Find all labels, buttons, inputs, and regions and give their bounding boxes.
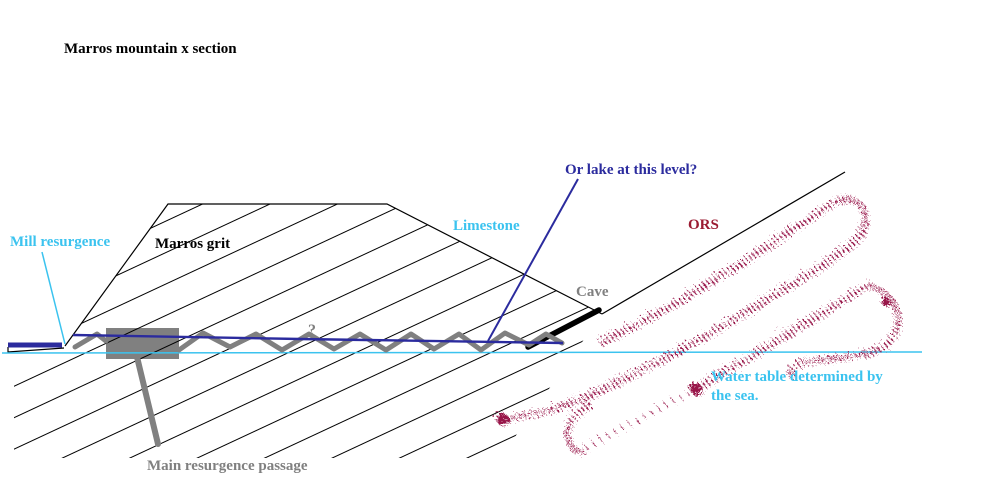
lake-question-label: Or lake at this level?: [565, 162, 698, 178]
lake-level-pointer-line: [487, 178, 579, 342]
mill-resurgence-label: Mill resurgence: [10, 234, 111, 250]
spray-strand-upper: [499, 194, 867, 421]
spray-hook-bottom: [562, 399, 590, 453]
question-mark-label: ?: [308, 322, 316, 339]
cave-label: Cave: [576, 284, 609, 300]
spray-blob-middle: [688, 381, 700, 393]
ors-hillside-line: [601, 171, 846, 315]
water-table-label: Water table determined by the sea.: [711, 368, 883, 406]
ors-label: ORS: [688, 217, 719, 233]
spray-strand-return: [785, 348, 863, 379]
water-table-line: [1, 351, 923, 354]
spray-blob-left: [494, 411, 506, 423]
mill-resurgence-pointer-line: [41, 251, 66, 345]
page-title: Marros mountain x section: [64, 41, 237, 57]
ors-fold-spray: [494, 194, 900, 453]
bedding-hatch-region: [14, 204, 602, 458]
spray-hairpin-right: [861, 279, 900, 356]
main-resurgence-label: Main resurgence passage: [147, 458, 308, 474]
water-table-label-line2: the sea.: [711, 388, 759, 404]
mountain-outline: [64, 203, 603, 347]
spray-sparse-trail: [582, 385, 695, 448]
streamway-zigzag-left: [72, 331, 109, 350]
main-resurgence-passage-line: [134, 354, 161, 447]
marros-grit-label: Marros grit: [155, 236, 231, 252]
ground-line-left: [7, 347, 65, 353]
spray-strand-lower: [689, 280, 868, 392]
limestone-label: Limestone: [453, 218, 520, 234]
spray-blob-right: [879, 295, 889, 305]
cave-water-level-line: [72, 333, 564, 345]
water-table-label-line1: Water table determined by: [711, 369, 883, 385]
